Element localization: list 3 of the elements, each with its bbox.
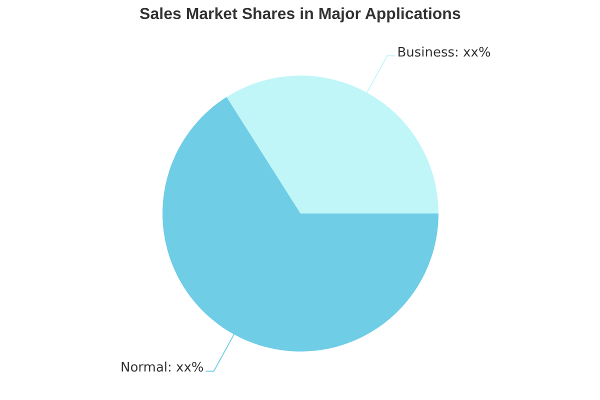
chart-title: Sales Market Shares in Major Applications (140, 6, 461, 23)
slice-label: Business: xx% (397, 45, 491, 60)
slice-label: Normal: xx% (120, 360, 204, 376)
